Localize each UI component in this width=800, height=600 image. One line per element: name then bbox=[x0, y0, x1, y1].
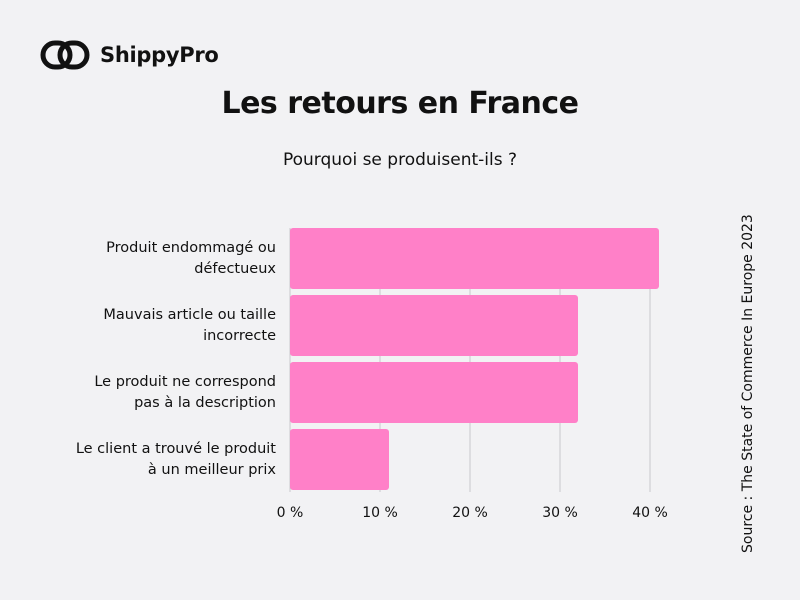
chart-subtitle: Pourquoi se produisent-ils ? bbox=[282, 150, 518, 170]
chart-title: Les retours en France bbox=[221, 86, 579, 121]
bar bbox=[290, 295, 578, 356]
category-label-line: défectueux bbox=[194, 261, 276, 277]
source-note: Source : The State of Commerce In Europe… bbox=[740, 214, 756, 553]
x-tick-label: 0 % bbox=[277, 505, 304, 521]
category-label-line: incorrecte bbox=[203, 328, 276, 344]
category-label-line: Mauvais article ou taille bbox=[103, 307, 276, 323]
x-tick-label: 20 % bbox=[452, 505, 488, 521]
category-label-line: à un meilleur prix bbox=[148, 462, 276, 478]
x-tick-label: 30 % bbox=[542, 505, 578, 521]
category-label-line: Le client a trouvé le produit bbox=[76, 441, 276, 457]
category-label-line: Produit endommagé ou bbox=[106, 240, 276, 256]
x-tick-label: 10 % bbox=[362, 505, 398, 521]
brand-logo: ShippyPro bbox=[40, 40, 219, 70]
chain-link-icon bbox=[40, 40, 90, 70]
category-label: Mauvais article ou taille incorrecte bbox=[103, 307, 276, 344]
category-label: Le produit ne correspond pas à la descrip… bbox=[94, 374, 276, 411]
brand-name: ShippyPro bbox=[100, 43, 219, 67]
bar bbox=[290, 362, 578, 423]
bar bbox=[290, 228, 659, 289]
x-tick-label: 40 % bbox=[632, 505, 668, 521]
category-label-line: pas à la description bbox=[134, 395, 276, 411]
category-label-line: Le produit ne correspond bbox=[94, 374, 276, 390]
category-label: Le client a trouvé le produit à un meille… bbox=[76, 441, 277, 478]
category-label: Produit endommagé ou défectueux bbox=[106, 240, 276, 277]
bar bbox=[290, 429, 389, 490]
